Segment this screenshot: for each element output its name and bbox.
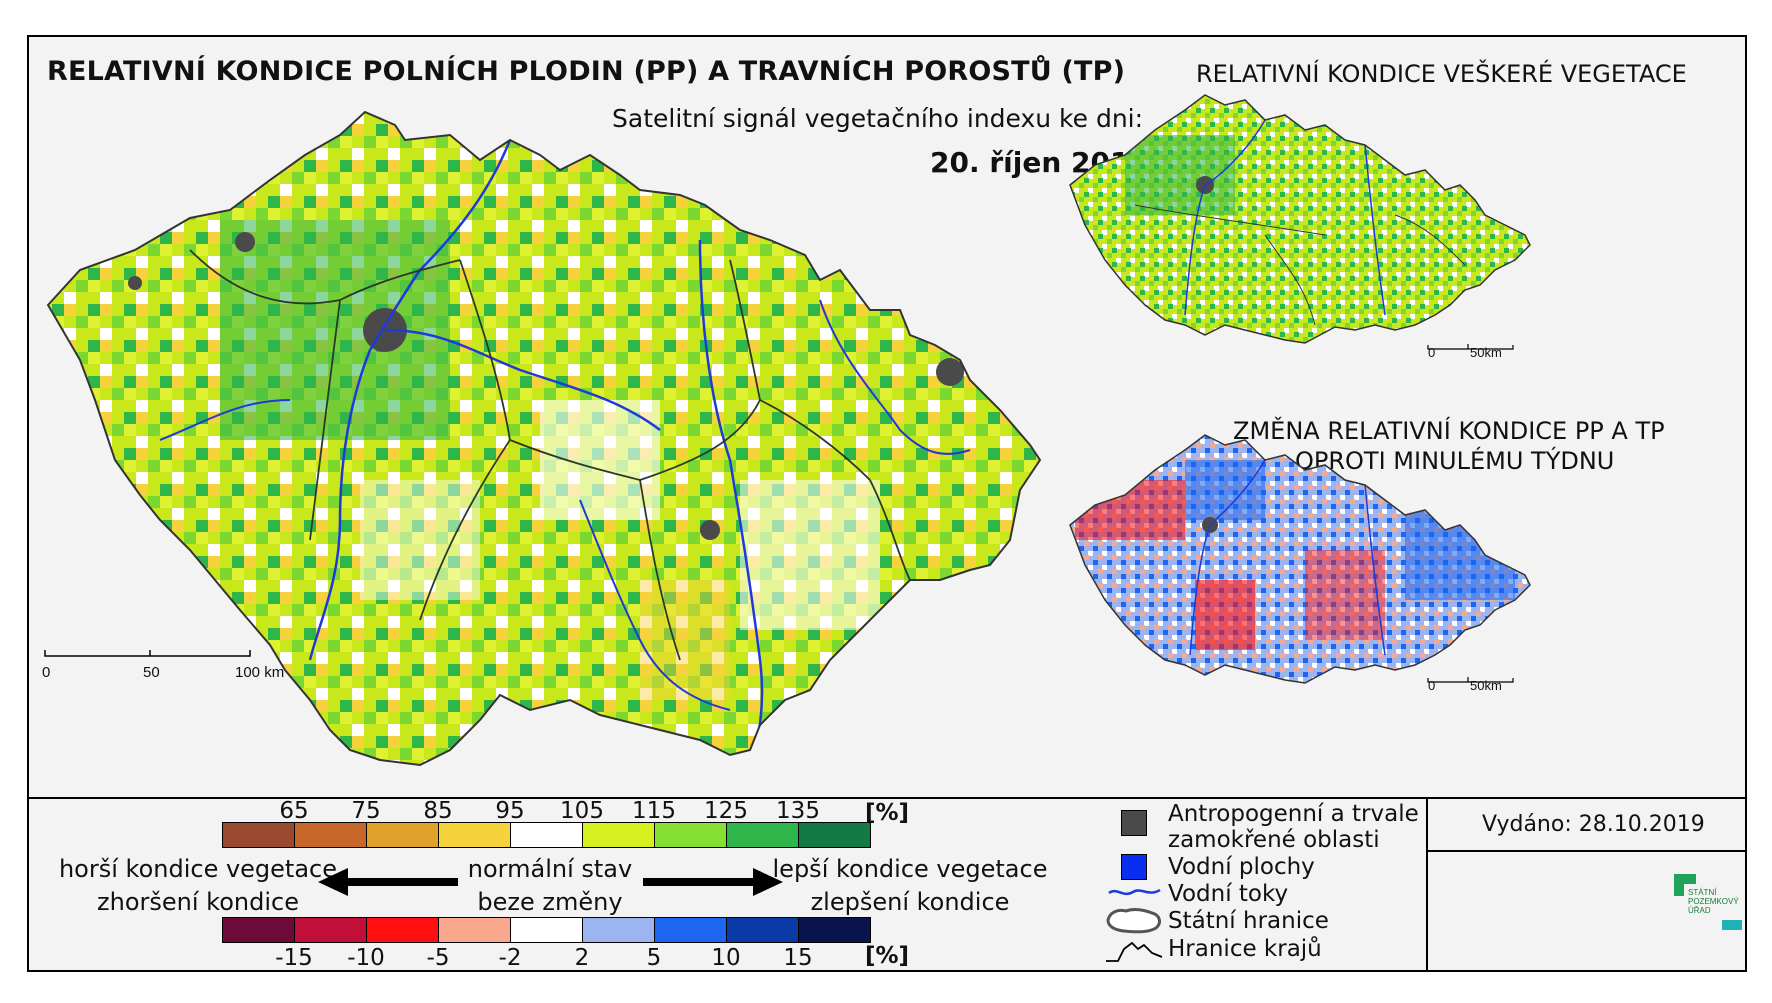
change-tick-3: -2 xyxy=(498,945,522,971)
condition-swatch-6 xyxy=(654,822,727,848)
change-scale-0: 0 xyxy=(1428,678,1436,693)
change-swatch-8 xyxy=(798,917,871,943)
condition-swatch-8 xyxy=(798,822,871,848)
change-tick-7: 15 xyxy=(783,945,813,971)
condition-tick-2: 85 xyxy=(423,798,453,824)
condition-tick-0: 65 xyxy=(279,798,309,824)
condition-swatch-3 xyxy=(438,822,511,848)
better-vegetation-label: lepší kondice vegetace xyxy=(772,855,1048,883)
change-swatch-4 xyxy=(510,917,583,943)
change-tick-5: 5 xyxy=(646,945,662,971)
main-condition-map xyxy=(44,111,1041,766)
change-swatch-3 xyxy=(438,917,511,943)
logo-text-2: POZEMKOVÝ xyxy=(1688,897,1739,906)
legend-divider xyxy=(1426,797,1428,972)
left-arrow xyxy=(318,868,458,896)
change-map-title-line2: OPROTI MINULÉMU TÝDNU xyxy=(1295,447,1615,475)
change-scale-50: 50km xyxy=(1470,678,1502,693)
main-scale-0: 0 xyxy=(42,664,51,681)
anthropogenic-swatch xyxy=(1121,810,1147,836)
vegetation-map-title: RELATIVNÍ KONDICE VEŠKERÉ VEGETACE xyxy=(1196,60,1687,88)
logo-green-block xyxy=(1674,874,1696,884)
veg-scale-0: 0 xyxy=(1428,345,1436,360)
change-swatch-0 xyxy=(222,917,295,943)
change-tick-6: 10 xyxy=(711,945,741,971)
condition-change-map xyxy=(1069,434,1531,684)
change-swatch-2 xyxy=(366,917,439,943)
change-tick-2: -5 xyxy=(426,945,450,971)
change-swatch-7 xyxy=(726,917,799,943)
logo-green-bar xyxy=(1674,874,1684,896)
region-border-icon xyxy=(1106,941,1163,962)
change-unit: [%] xyxy=(864,943,910,969)
state-border-icon xyxy=(1106,908,1161,934)
rivers-label: Vodní toky xyxy=(1168,881,1289,907)
logo-text-3: ÚŘAD xyxy=(1688,906,1711,915)
water-body-swatch xyxy=(1121,854,1147,880)
worse-condition-label: zhoršení kondice xyxy=(97,888,299,916)
main-scale-100: 100 km xyxy=(235,664,285,681)
condition-swatch-2 xyxy=(366,822,439,848)
condition-swatch-5 xyxy=(582,822,655,848)
condition-swatch-1 xyxy=(294,822,367,848)
change-tick-0: -15 xyxy=(275,945,313,971)
condition-swatch-4 xyxy=(510,822,583,848)
change-swatch-6 xyxy=(654,917,727,943)
change-tick-1: -10 xyxy=(347,945,385,971)
region-border-label: Hranice krajů xyxy=(1168,936,1322,962)
better-condition-label: zlepšení kondice xyxy=(810,888,1010,916)
vegetation-condition-map xyxy=(1069,94,1531,350)
condition-tick-3: 95 xyxy=(495,798,525,824)
legend-separator xyxy=(27,797,1747,799)
condition-swatch-0 xyxy=(222,822,295,848)
river-line-icon xyxy=(1108,888,1161,896)
change-swatch-1 xyxy=(294,917,367,943)
change-map-title-line1: ZMĚNA RELATIVNÍ KONDICE PP A TP xyxy=(1233,417,1665,445)
change-tick-4: 2 xyxy=(574,945,590,971)
worse-vegetation-label: horší kondice vegetace xyxy=(58,855,338,883)
state-border-label: Státní hranice xyxy=(1168,908,1329,934)
right-arrow xyxy=(643,868,783,896)
condition-tick-5: 115 xyxy=(632,798,676,824)
veg-scale-50: 50km xyxy=(1470,345,1502,360)
subtitle: Satelitní signál vegetačního indexu ke d… xyxy=(612,104,1144,133)
change-swatch-5 xyxy=(582,917,655,943)
issued-date: Vydáno: 28.10.2019 xyxy=(1482,812,1705,837)
anthropogenic-label-1: Antropogenní a trvale xyxy=(1168,801,1419,827)
condition-tick-7: 135 xyxy=(776,798,820,824)
condition-swatch-7 xyxy=(726,822,799,848)
normal-state-label: normální stav xyxy=(467,855,633,883)
spu-logo: STÁTNÍ POZEMKOVÝ ÚŘAD xyxy=(1674,874,1744,954)
logo-teal-block xyxy=(1722,920,1742,930)
logo-text-1: STÁTNÍ xyxy=(1688,888,1717,897)
condition-tick-4: 105 xyxy=(560,798,604,824)
issued-divider xyxy=(1426,850,1747,852)
main-scale-50: 50 xyxy=(143,664,160,681)
anthropogenic-label-2: zamokřené oblasti xyxy=(1168,827,1380,853)
condition-tick-6: 125 xyxy=(704,798,748,824)
main-title: RELATIVNÍ KONDICE POLNÍCH PLODIN (PP) A … xyxy=(47,56,1126,87)
water-bodies-label: Vodní plochy xyxy=(1168,854,1315,880)
condition-unit: [%] xyxy=(864,800,910,826)
condition-tick-1: 75 xyxy=(351,798,381,824)
no-change-label: beze změny xyxy=(477,888,623,916)
